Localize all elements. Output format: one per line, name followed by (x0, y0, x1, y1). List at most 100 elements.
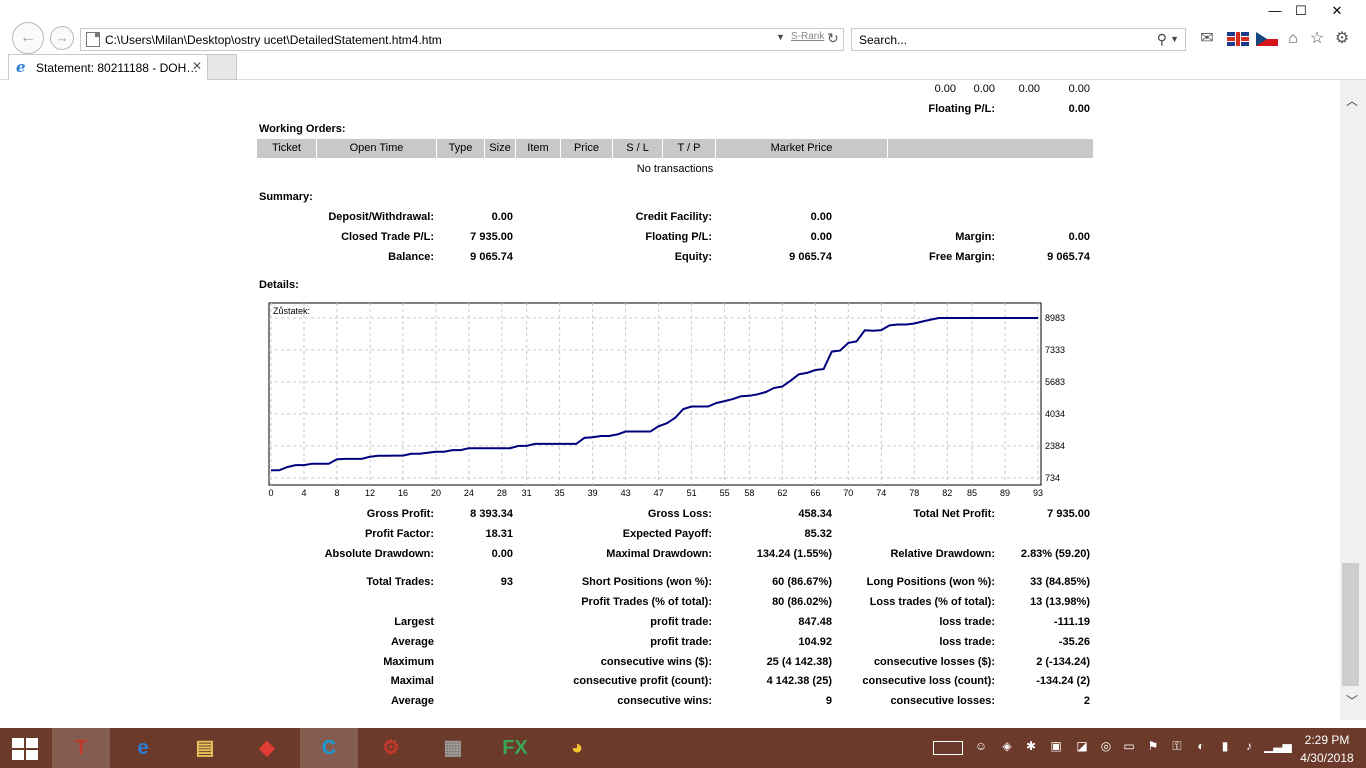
new-tab-button[interactable] (208, 54, 237, 80)
x-tick-label: 51 (687, 488, 697, 498)
keyboard-icon[interactable] (933, 741, 963, 755)
working-orders-title: Working Orders: (259, 123, 346, 135)
clock-time[interactable]: 2:29 PM (1304, 733, 1350, 747)
x-tick-label: 85 (967, 488, 977, 498)
ie-icon: e (16, 58, 26, 76)
x-tick-label: 31 (522, 488, 532, 498)
tray-icon-4[interactable]: ▣ (1050, 739, 1062, 753)
windows-start-icon[interactable] (12, 738, 38, 760)
scroll-up-icon[interactable]: ︿ (1346, 94, 1359, 108)
czech-flag-icon[interactable] (1256, 32, 1278, 46)
x-tick-label: 28 (497, 488, 507, 498)
srank-link[interactable]: S-Rank (791, 31, 825, 42)
network-tray-icon[interactable]: ▮ (1221, 739, 1229, 753)
x-tick-label: 39 (588, 488, 598, 498)
lock-tray-icon[interactable]: ⚿ (1172, 739, 1182, 753)
x-tick-label: 20 (431, 488, 441, 498)
search-icon[interactable]: ⚲ (1156, 31, 1167, 47)
balance-value: 9 065.74 (470, 251, 513, 263)
scroll-down-icon[interactable]: ﹀ (1346, 694, 1359, 708)
x-tick-label: 8 (334, 488, 339, 498)
tray-icon-6[interactable]: ◎ (1100, 739, 1112, 753)
tray-icon-2[interactable]: ◈ (1002, 739, 1012, 753)
t-app-taskbar-button[interactable]: T (52, 728, 110, 768)
avg-wins-value: 9 (825, 695, 832, 707)
paint-app-taskbar-button[interactable]: ◕ (570, 737, 584, 759)
minimize-button[interactable]: — (1268, 3, 1282, 18)
gear-app-taskbar-button[interactable]: ⚙ (382, 737, 400, 759)
abs-drawdown-label: Absolute Drawdown: (324, 548, 434, 560)
closed-pl-label: Closed Trade P/L: (341, 231, 434, 243)
address-text[interactable]: C:\Users\Milan\Desktop\ostry ucet\Detail… (105, 33, 442, 47)
maximal-profit-label: consecutive profit (count): (573, 675, 712, 687)
x-tick-label: 66 (810, 488, 820, 498)
x-tick-label: 16 (398, 488, 408, 498)
uk-flag-icon[interactable] (1227, 32, 1249, 46)
tray-icon-7[interactable]: ▭ (1123, 739, 1135, 753)
cube-app-taskbar-button[interactable]: ◆ (259, 737, 275, 759)
search-dropdown-icon[interactable]: ▼ (1170, 34, 1179, 44)
tab-statement[interactable]: e Statement: 80211188 - DOH… ✕ (8, 54, 208, 80)
avg-profit-value: 104.92 (798, 636, 832, 648)
search-bar[interactable]: Search... ⚲ ▼ (851, 28, 1186, 51)
tray-icon-1[interactable]: ☺ (974, 739, 988, 753)
vertical-scrollbar[interactable]: ︿ ﹀ (1340, 80, 1366, 720)
long-positions-value: 33 (84.85%) (1030, 576, 1090, 588)
address-bar[interactable]: C:\Users\Milan\Desktop\ostry ucet\Detail… (80, 28, 844, 51)
maximize-button[interactable]: ☐ (1295, 3, 1307, 18)
balance-line (271, 317, 1038, 472)
max-drawdown-label: Maximal Drawdown: (606, 548, 712, 560)
avg-loss-label: loss trade: (939, 636, 995, 648)
ccleaner-app-taskbar-button[interactable]: C (300, 728, 358, 768)
home-icon[interactable]: ⌂ (1288, 30, 1298, 47)
explorer-app-taskbar-button[interactable]: ▤ (195, 737, 215, 759)
short-positions-value: 60 (86.67%) (772, 576, 832, 588)
x-tick-label: 89 (1000, 488, 1010, 498)
flag-tray-icon[interactable]: ⚑ (1147, 739, 1159, 753)
ie-app-taskbar-button[interactable]: e (137, 737, 149, 759)
y-tick-label: 5683 (1045, 377, 1065, 387)
profit-trades-label: Profit Trades (% of total): (581, 596, 712, 608)
ccleaner-tray-icon[interactable]: ◐ (1197, 739, 1205, 753)
monitor-app-taskbar-button[interactable]: ▦ (443, 737, 463, 759)
mail-icon[interactable]: ✉ (1200, 30, 1214, 47)
gear-icon[interactable]: ⚙ (1334, 30, 1350, 47)
x-tick-label: 82 (942, 488, 952, 498)
back-arrow-icon: ← (20, 29, 36, 46)
avg-losses-label: consecutive losses: (890, 695, 995, 707)
tray-icon-5[interactable]: ◪ (1076, 739, 1088, 753)
signal-icon[interactable]: ▁▃▅ (1264, 739, 1292, 753)
tab-strip: e Statement: 80211188 - DOH… ✕ (0, 54, 1366, 80)
max-losses-label: consecutive losses ($): (873, 656, 995, 668)
clock-date[interactable]: 4/30/2018 (1300, 751, 1354, 765)
address-dropdown-icon[interactable]: ▼ (776, 32, 785, 42)
maximal-profit-value: 4 142.38 (25) (766, 675, 832, 687)
details-title: Details: (259, 279, 299, 291)
close-window-button[interactable]: ✕ (1331, 3, 1343, 18)
y-tick-label: 7333 (1045, 345, 1065, 355)
favorites-star-icon[interactable]: ☆ (1309, 30, 1325, 47)
short-positions-label: Short Positions (won %): (581, 576, 712, 588)
deposit-label: Deposit/Withdrawal: (328, 211, 434, 223)
free-margin-value: 9 065.74 (1047, 251, 1090, 263)
volume-icon[interactable]: ♪ (1246, 739, 1252, 753)
max-wins-label: consecutive wins ($): (600, 656, 712, 668)
x-tick-label: 55 (720, 488, 730, 498)
equity-label: Equity: (674, 251, 712, 263)
col-size: Size (485, 139, 516, 158)
tab-label: Statement: 80211188 - DOH… (36, 61, 199, 75)
gross-loss-label: Gross Loss: (647, 508, 712, 520)
fx-app-taskbar-button[interactable]: FX (502, 737, 528, 759)
top-floating-label: Floating P/L: (928, 103, 995, 115)
tray-icon-3[interactable]: ✱ (1025, 739, 1037, 753)
search-input[interactable]: Search... (859, 33, 908, 47)
tab-close-icon[interactable]: ✕ (192, 59, 203, 73)
average-label: Average (390, 636, 434, 648)
refresh-icon[interactable]: ↻ (827, 30, 839, 46)
top-value-3: 0.00 (1018, 83, 1040, 95)
credit-value: 0.00 (810, 211, 832, 223)
forward-button[interactable]: → (50, 26, 74, 50)
closed-pl-value: 7 935.00 (470, 231, 513, 243)
back-button[interactable]: ← (12, 22, 44, 54)
scroll-thumb[interactable] (1342, 563, 1359, 686)
